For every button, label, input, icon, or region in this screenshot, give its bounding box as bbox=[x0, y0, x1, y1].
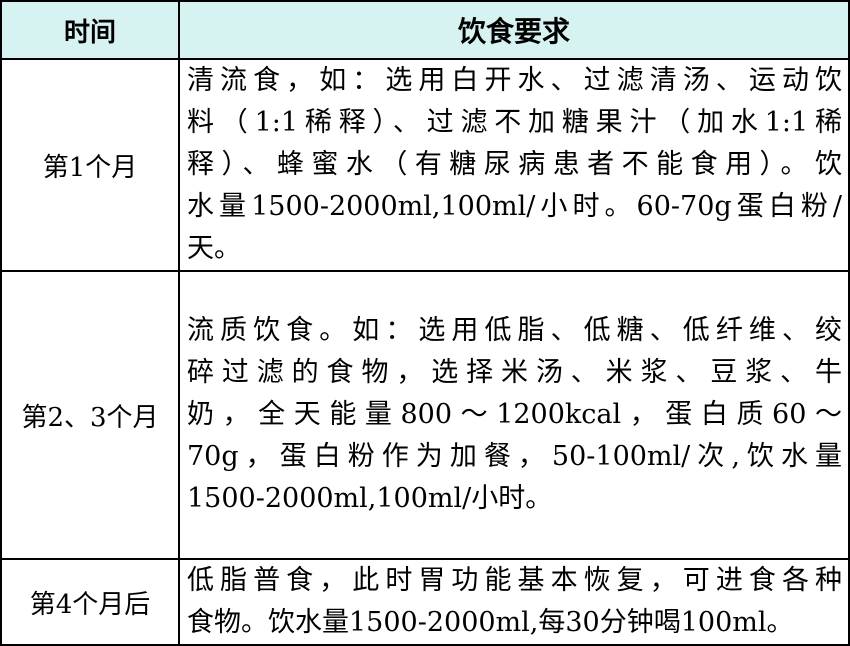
text-line: 清流食，如：选用白开水、过滤清汤、运动饮 bbox=[187, 65, 842, 96]
text-line: 1500-2000ml,100ml/小时。 bbox=[187, 483, 553, 514]
text-line: 释）、蜂蜜水（有糖尿病患者不能食用）。饮 bbox=[187, 149, 842, 180]
table-row: 第2、3个月 流质饮食。如：选用低脂、低糖、低纤维、绞 碎过滤的食物，选择米汤、… bbox=[0, 270, 850, 560]
table-header-row: 时间 饮食要求 bbox=[0, 0, 850, 60]
text-line: 料（1:1稀释）、过滤不加糖果汁（加水1:1稀 bbox=[187, 107, 842, 138]
time-cell: 第1个月 bbox=[0, 58, 180, 272]
diet-cell: 低脂普食，此时胃功能基本恢复，可进食各种 食物。饮水量1500-2000ml,每… bbox=[178, 558, 850, 646]
text-line: 低脂普食，此时胃功能基本恢复，可进食各种 bbox=[187, 565, 842, 596]
text-line: 奶，全天能量800～1200kcal，蛋白质60～ bbox=[187, 399, 842, 430]
time-cell: 第4个月后 bbox=[0, 558, 180, 646]
text-line: 碎过滤的食物，选择米汤、米浆、豆浆、牛 bbox=[187, 357, 842, 388]
table-row: 第1个月 清流食，如：选用白开水、过滤清汤、运动饮 料（1:1稀释）、过滤不加糖… bbox=[0, 58, 850, 272]
text-line: 70g，蛋白粉作为加餐，50-100ml/次,饮水量 bbox=[187, 441, 842, 472]
header-diet: 饮食要求 bbox=[178, 0, 850, 60]
header-time: 时间 bbox=[0, 0, 180, 60]
text-line: 食物。饮水量1500-2000ml,每30分钟喝100ml。 bbox=[187, 607, 794, 638]
text-line: 天。 bbox=[187, 233, 241, 264]
diet-cell: 流质饮食。如：选用低脂、低糖、低纤维、绞 碎过滤的食物，选择米汤、米浆、豆浆、牛… bbox=[178, 270, 850, 560]
text-line: 水量1500-2000ml,100ml/小时。60-70g蛋白粉/ bbox=[187, 191, 842, 222]
text-line: 流质饮食。如：选用低脂、低糖、低纤维、绞 bbox=[187, 315, 842, 346]
table-row: 第4个月后 低脂普食，此时胃功能基本恢复，可进食各种 食物。饮水量1500-20… bbox=[0, 558, 850, 646]
diet-cell: 清流食，如：选用白开水、过滤清汤、运动饮 料（1:1稀释）、过滤不加糖果汁（加水… bbox=[178, 58, 850, 272]
time-cell: 第2、3个月 bbox=[0, 270, 180, 560]
